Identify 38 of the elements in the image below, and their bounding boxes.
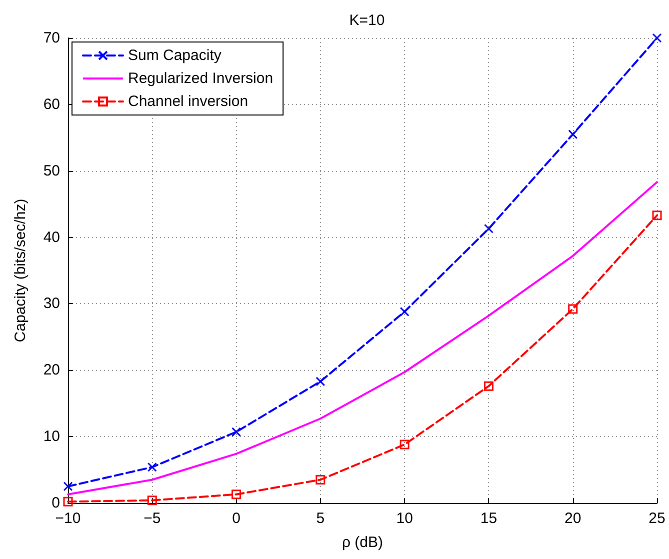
x-tick-label: 0	[232, 510, 240, 527]
x-tick-label: 20	[564, 510, 582, 527]
y-axis-title: Capacity (bits/sec/hz)	[12, 198, 29, 342]
point	[484, 224, 494, 234]
x-tick-label: 10	[396, 510, 413, 527]
point	[400, 306, 410, 316]
point	[147, 496, 157, 506]
point	[316, 376, 326, 386]
x-tick-label: 25	[648, 510, 666, 527]
point	[652, 210, 662, 220]
x-tick-label: 5	[316, 510, 325, 527]
point	[316, 475, 326, 484]
legend-label: Regularized Inversion	[128, 70, 274, 87]
chart-title: K=10	[349, 12, 385, 29]
x-tick-label: −5	[144, 510, 161, 527]
legend-label: Channel inversion	[128, 93, 248, 110]
point	[63, 482, 73, 492]
y-tick-label: 20	[43, 362, 60, 379]
legend-label: Sum Capacity	[128, 47, 222, 64]
x-tick-label: −10	[55, 510, 81, 527]
y-tick-label: 30	[43, 295, 60, 312]
point	[147, 462, 157, 472]
point	[568, 304, 578, 314]
y-tick-label: 10	[43, 428, 60, 446]
y-tick-label: 60	[43, 96, 60, 113]
point	[568, 130, 578, 140]
y-tick-label: 0	[52, 494, 60, 512]
y-tick-label: 50	[43, 162, 60, 180]
x-axis-title: ρ (dB)	[342, 534, 384, 551]
y-tick-label: 70	[43, 30, 60, 46]
point	[63, 496, 73, 506]
point	[400, 440, 410, 450]
point	[652, 33, 662, 43]
point	[232, 427, 242, 437]
y-tick-label: 40	[43, 228, 60, 246]
x-tick-label: 15	[480, 510, 498, 527]
point	[484, 381, 494, 391]
point	[232, 490, 242, 500]
